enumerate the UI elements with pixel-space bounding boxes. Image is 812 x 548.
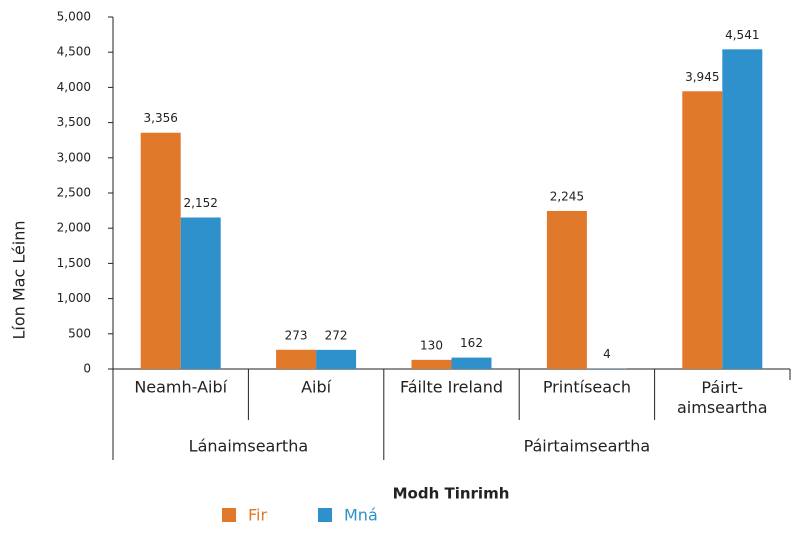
value-label: 130 [420, 338, 443, 352]
value-label: 272 [325, 328, 348, 342]
value-label: 4,541 [725, 28, 759, 42]
y-tick-label: 3,000 [57, 150, 91, 164]
legend-label: Fir [248, 506, 267, 525]
y-tick-label: 5,000 [57, 10, 91, 24]
bar [682, 91, 723, 369]
bar [316, 349, 357, 369]
x-tick-label: Fáilte Ireland [400, 378, 503, 397]
group-label: Páirtaimseartha [524, 437, 651, 456]
value-label: 3,945 [685, 70, 719, 84]
bar [411, 359, 452, 369]
y-tick-label: 1,000 [57, 291, 91, 305]
y-tick-label: 4,500 [57, 45, 91, 59]
bar [722, 49, 763, 369]
bar [546, 210, 587, 369]
x-tick-label: Printíseach [543, 378, 631, 397]
value-label: 162 [460, 336, 483, 350]
y-tick-label: 2,500 [57, 186, 91, 200]
y-tick-label: 0 [83, 362, 91, 376]
y-tick-label: 4,000 [57, 80, 91, 94]
x-tick-label: Neamh-Aibí [134, 378, 227, 397]
value-label: 2,245 [550, 189, 584, 203]
bar [180, 217, 221, 369]
bar [451, 357, 492, 369]
legend-swatch [222, 508, 236, 522]
value-label: 2,152 [184, 196, 218, 210]
value-label: 3,356 [144, 111, 178, 125]
legend-label: Mná [344, 506, 378, 525]
x-tick-label: Páirt-aimseartha [677, 378, 768, 417]
legend-swatch [318, 508, 332, 522]
y-axis-label: Líon Mac Léinn [10, 220, 29, 339]
y-tick-label: 2,000 [57, 221, 91, 235]
value-label: 273 [285, 328, 308, 342]
x-tick-label: Aibí [301, 378, 332, 397]
y-tick-label: 1,500 [57, 256, 91, 270]
y-tick-label: 500 [68, 326, 91, 340]
group-label: Lánaimseartha [189, 437, 308, 456]
bar [276, 349, 317, 369]
y-tick-label: 3,500 [57, 115, 91, 129]
x-axis-label: Modh Tinrimh [393, 485, 510, 503]
bar [140, 132, 181, 369]
value-label: 4 [603, 347, 611, 361]
